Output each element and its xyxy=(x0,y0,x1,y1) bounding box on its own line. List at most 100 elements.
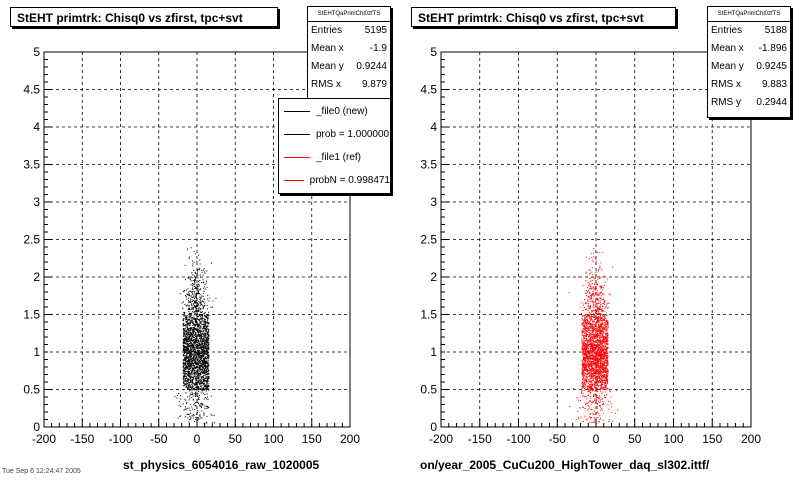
scatter-point xyxy=(207,348,209,350)
scatter-point xyxy=(590,382,592,384)
scatter-point xyxy=(601,299,603,301)
scatter-point xyxy=(206,357,208,359)
scatter-point xyxy=(580,400,581,402)
scatter-point xyxy=(590,324,592,326)
scatter-point xyxy=(594,371,596,373)
scatter-point xyxy=(197,419,199,421)
scatter-point xyxy=(603,379,605,381)
scatter-point xyxy=(590,337,592,339)
scatter-point xyxy=(201,304,203,305)
scatter-point xyxy=(182,346,184,348)
scatter-point xyxy=(589,287,591,289)
scatter-point xyxy=(182,342,184,344)
scatter-point xyxy=(199,360,201,362)
scatter-point xyxy=(203,414,205,416)
scatter-point xyxy=(188,302,190,304)
scatter-point xyxy=(601,351,603,353)
scatter-point xyxy=(184,330,186,332)
scatter-point xyxy=(193,388,195,390)
scatter-point xyxy=(207,354,209,356)
scatter-point xyxy=(184,363,186,365)
scatter-point xyxy=(184,336,186,338)
scatter-point xyxy=(606,340,608,342)
scatter-point xyxy=(187,389,189,390)
scatter-point xyxy=(202,371,204,373)
scatter-point xyxy=(205,390,207,392)
scatter-point xyxy=(205,377,207,379)
scatter-point xyxy=(582,379,584,381)
scatter-point xyxy=(203,305,205,307)
scatter-point xyxy=(194,291,196,293)
scatter-point xyxy=(188,330,189,332)
scatter-point xyxy=(201,323,203,325)
scatter-point xyxy=(184,312,186,314)
scatter-point xyxy=(187,342,189,344)
scatter-point xyxy=(600,325,602,327)
scatter-point xyxy=(186,377,188,379)
scatter-point xyxy=(603,361,605,363)
scatter-point xyxy=(207,379,209,381)
scatter-point xyxy=(595,370,597,372)
scatter-point xyxy=(595,331,597,333)
scatter-point xyxy=(589,360,590,362)
scatter-point xyxy=(603,364,605,366)
scatter-point xyxy=(199,353,200,354)
scatter-point xyxy=(593,359,595,361)
scatter-point xyxy=(206,341,208,343)
scatter-point xyxy=(187,381,189,383)
scatter-point xyxy=(186,333,187,335)
scatter-point xyxy=(208,300,210,302)
scatter-point xyxy=(187,323,189,324)
scatter-point xyxy=(592,361,594,363)
scatter-point xyxy=(606,374,608,376)
scatter-point xyxy=(603,337,605,339)
scatter-point xyxy=(199,325,201,327)
y-tick-label: 1.5 xyxy=(420,308,437,322)
scatter-point xyxy=(193,365,195,366)
scatter-point xyxy=(597,307,599,309)
scatter-point xyxy=(193,352,195,354)
scatter-point xyxy=(189,348,191,350)
scatter-point xyxy=(187,366,189,368)
scatter-point xyxy=(597,376,599,378)
scatter-point xyxy=(202,367,204,369)
scatter-point xyxy=(595,357,597,359)
scatter-point xyxy=(193,338,195,340)
scatter-point xyxy=(596,364,598,366)
scatter-point xyxy=(595,368,597,370)
scatter-point xyxy=(205,343,207,345)
scatter-point xyxy=(205,421,207,423)
scatter-point xyxy=(592,293,594,294)
scatter-point xyxy=(184,338,186,340)
scatter-point xyxy=(194,287,196,289)
scatter-point xyxy=(602,327,604,329)
scatter-point xyxy=(591,319,593,321)
scatter-point xyxy=(607,400,609,402)
scatter-point xyxy=(197,340,199,342)
scatter-point xyxy=(594,410,595,412)
scatter-point xyxy=(208,383,210,385)
scatter-point xyxy=(193,302,195,304)
scatter-point xyxy=(201,310,203,312)
scatter-point xyxy=(193,395,195,397)
scatter-point xyxy=(184,355,185,357)
scatter-point xyxy=(189,354,191,356)
scatter-point xyxy=(582,421,584,422)
scatter-point xyxy=(582,374,584,376)
scatter-point xyxy=(601,398,603,400)
scatter-point xyxy=(587,328,589,330)
scatter-point xyxy=(194,341,196,343)
scatter-point xyxy=(206,422,208,424)
scatter-point xyxy=(589,373,591,374)
scatter-point xyxy=(182,323,184,325)
scatter-point xyxy=(202,301,204,303)
scatter-point xyxy=(197,356,199,357)
x-tick-label: 0 xyxy=(194,432,201,446)
scatter-point xyxy=(582,373,584,375)
scatter-point xyxy=(586,347,588,349)
scatter-point xyxy=(589,292,591,294)
scatter-point xyxy=(201,333,203,335)
scatter-point xyxy=(206,370,208,372)
scatter-point xyxy=(585,373,587,375)
scatter-point xyxy=(200,371,202,373)
